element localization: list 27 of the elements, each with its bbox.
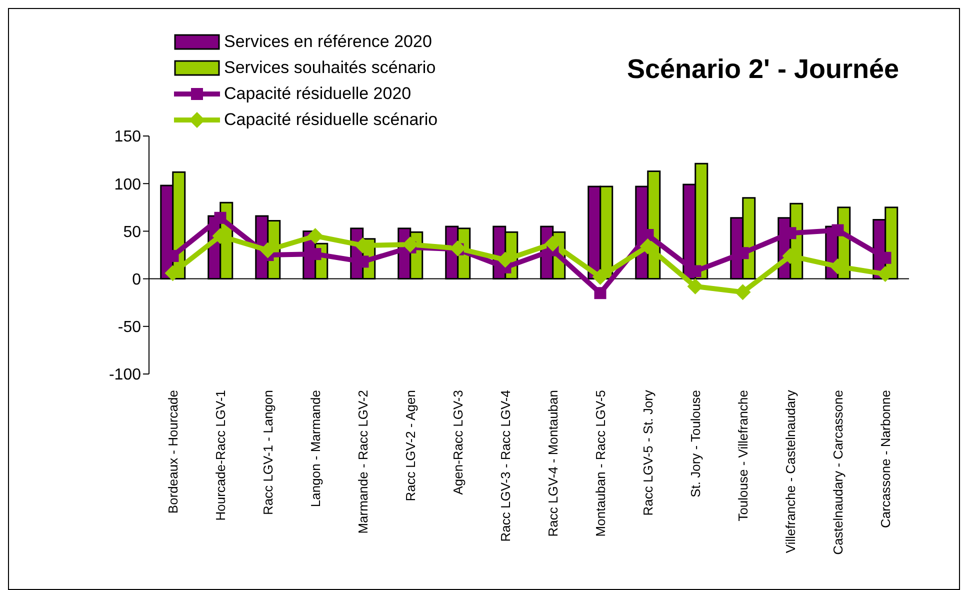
chart-title: Scénario 2' - Journée xyxy=(626,54,899,85)
x-tick-label: Langon - Marmande xyxy=(308,390,323,508)
x-tick-label: Bordeaux - Hourcade xyxy=(165,390,180,514)
y-tick-label: 100 xyxy=(114,176,142,194)
x-tick-label: Racc LGV-5 - St. Jory xyxy=(640,390,656,516)
x-tick-label: Racc LGV-3 - Racc LGV-4 xyxy=(498,390,513,542)
x-tick-label: Racc LGV-4 - Montauban xyxy=(545,390,560,537)
legend-label: Services en référence 2020 xyxy=(224,32,432,52)
y-tick-label: 150 xyxy=(114,128,142,146)
x-tick-label: Hourcade-Racc LGV-1 xyxy=(212,390,228,521)
y-tick-label: 0 xyxy=(132,271,142,288)
y-tick-label: -50 xyxy=(118,319,142,336)
x-tick-label: St. Jory - Toulouse xyxy=(688,390,703,498)
x-tick-label: Toulouse - Villefranche xyxy=(735,390,750,522)
y-tick-label: 50 xyxy=(123,224,142,241)
x-tick-label: Castelnaudary - Carcassone xyxy=(830,390,846,555)
x-tick-label: Racc LGV-2 - Agen xyxy=(402,390,418,502)
x-tick-label: Marmande - Racc LGV-2 xyxy=(355,390,370,534)
x-tick-label: Montauban - Racc LGV-5 xyxy=(592,390,608,537)
x-tick-label: Carcassone - Narbonne xyxy=(878,390,893,528)
legend-label: Capacité résiduelle scénario xyxy=(224,110,438,130)
y-tick-label: -100 xyxy=(108,366,142,384)
x-tick-label: Villefranche - Castelnaudary xyxy=(782,390,798,554)
legend-label: Services souhaités scénario xyxy=(224,58,436,78)
x-tick-label: Agen-Racc LGV-3 xyxy=(450,390,466,495)
legend-label: Capacité résiduelle 2020 xyxy=(224,84,412,104)
x-tick-label: Racc LGV-1 - Langon xyxy=(260,390,276,516)
